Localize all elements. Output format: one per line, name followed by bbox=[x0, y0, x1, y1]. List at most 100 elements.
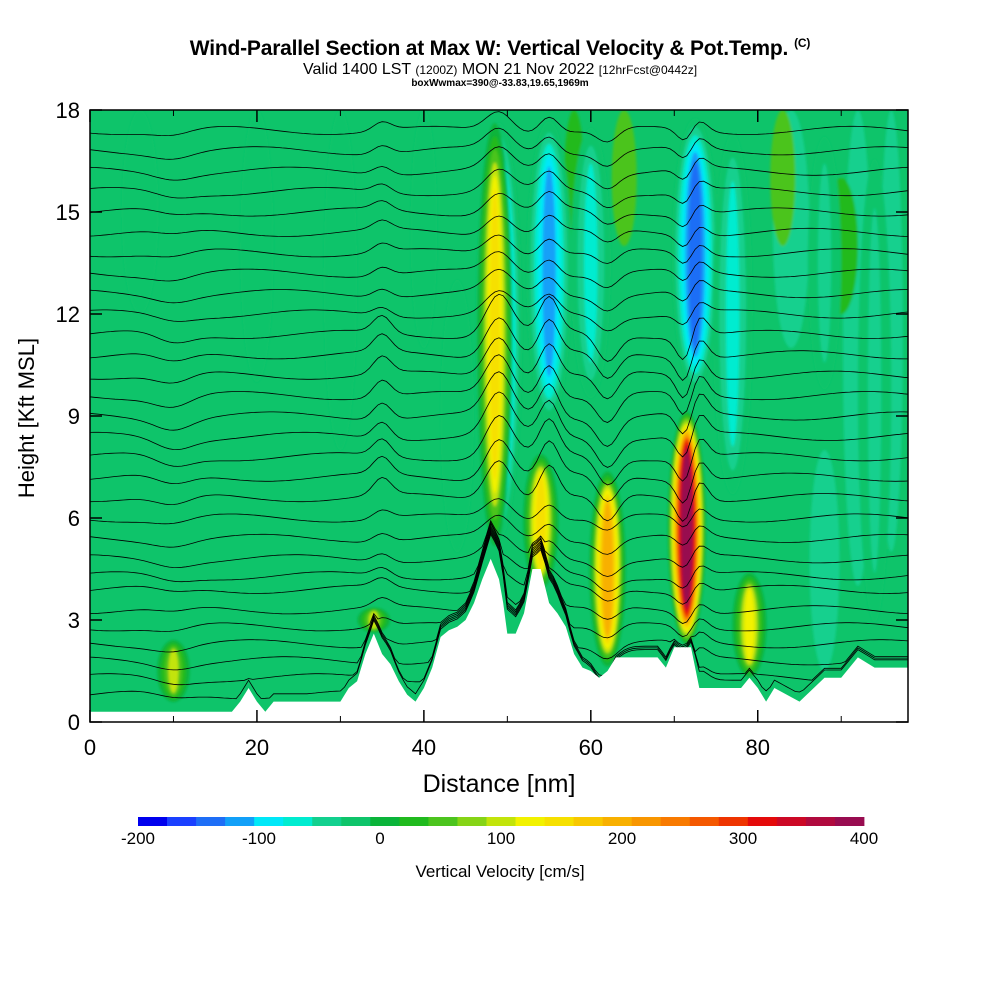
y-axis-label: Height [Kft MSL] bbox=[14, 338, 39, 498]
x-tick-label: 60 bbox=[579, 735, 603, 760]
isentrope-line bbox=[90, 391, 908, 468]
chart-subtitle: Valid 1400 LST (1200Z) MON 21 Nov 2022 [… bbox=[0, 61, 1000, 79]
velocity-patch bbox=[611, 110, 637, 246]
chart-title: Wind-Parallel Section at Max W: Vertical… bbox=[189, 36, 811, 60]
colorbar: -200 -100 0 100 200 300 400 bbox=[121, 817, 878, 848]
box-info: boxWwmax=390@-33.83,19.65,1969m bbox=[411, 78, 589, 89]
terrain bbox=[90, 558, 908, 722]
colorbar-tick-label: -100 bbox=[242, 829, 276, 848]
y-tick-label: 18 bbox=[56, 98, 80, 123]
isentrope-line bbox=[90, 251, 908, 289]
isentrope-line bbox=[90, 460, 908, 522]
downdraft-band bbox=[688, 160, 702, 349]
downdraft-band bbox=[726, 181, 740, 447]
colorbar-swatch bbox=[341, 817, 371, 826]
colorbar-swatch bbox=[515, 817, 545, 826]
y-tick-label: 15 bbox=[56, 200, 80, 225]
valid-prefix: Valid 1400 LST bbox=[302, 61, 411, 78]
y-tick-label: 9 bbox=[68, 404, 80, 429]
isentrope-line bbox=[90, 521, 908, 592]
x-axis-label: Distance [nm] bbox=[423, 770, 576, 798]
colorbar-swatch bbox=[573, 817, 604, 826]
isentrope-line bbox=[90, 498, 908, 531]
colorbar-tick-label: -200 bbox=[121, 829, 155, 848]
colorbar-tick-label: 400 bbox=[850, 829, 878, 848]
colorbar-swatch bbox=[312, 817, 342, 826]
colorbar-swatch bbox=[689, 817, 720, 826]
colorbar-swatch bbox=[399, 817, 429, 826]
isentrope-line bbox=[90, 234, 908, 264]
colorbar-swatch bbox=[486, 817, 516, 826]
velocity-patch bbox=[323, 110, 358, 450]
valid-date: MON 21 Nov 2022 bbox=[461, 61, 595, 78]
isentrope-line bbox=[90, 439, 908, 504]
isentrope-line bbox=[90, 168, 908, 209]
isentrope-line bbox=[90, 146, 908, 190]
colorbar-swatch bbox=[457, 817, 487, 826]
colorbar-swatch bbox=[834, 817, 865, 826]
updraft-band bbox=[602, 502, 613, 636]
colorbar-swatch bbox=[602, 817, 633, 826]
colorbar-swatch bbox=[660, 817, 691, 826]
updraft-band bbox=[681, 450, 692, 606]
y-tick-label: 3 bbox=[68, 608, 80, 633]
downdraft-band bbox=[867, 208, 882, 573]
downdraft-band bbox=[542, 166, 556, 377]
colorbar-swatch bbox=[544, 817, 574, 826]
colorbar-swatch bbox=[805, 817, 836, 826]
updraft-band bbox=[744, 588, 755, 662]
isentrope-line bbox=[90, 317, 908, 381]
velocity-patch bbox=[410, 110, 438, 348]
downdraft-band bbox=[817, 163, 832, 363]
downdraft-band bbox=[584, 163, 598, 363]
colorbar-tick-label: 0 bbox=[375, 829, 384, 848]
colorbar-swatch bbox=[283, 817, 313, 826]
updraft-band bbox=[168, 648, 179, 694]
isentrope-line bbox=[90, 190, 908, 228]
isentrope-line bbox=[90, 371, 908, 447]
updraft-band bbox=[489, 188, 500, 481]
velocity-patch bbox=[770, 110, 796, 246]
colorbar-swatch bbox=[196, 817, 226, 826]
y-tick-label: 12 bbox=[56, 302, 80, 327]
forecast-info: [12hrFcst@0442z] bbox=[598, 63, 698, 77]
x-tick-label: 0 bbox=[84, 735, 96, 760]
y-tick-label: 0 bbox=[68, 710, 80, 735]
copyright-mark: (C) bbox=[794, 36, 811, 50]
isentrope-contours bbox=[90, 111, 908, 700]
colorbar-swatch bbox=[167, 817, 197, 826]
colorbar-tick-label: 200 bbox=[608, 829, 636, 848]
isentrope-line bbox=[90, 519, 908, 577]
colorbar-swatch bbox=[370, 817, 400, 826]
colorbar-swatch bbox=[254, 817, 284, 826]
velocity-patch bbox=[240, 110, 274, 382]
isentrope-line bbox=[90, 293, 908, 362]
isentrope-line bbox=[90, 415, 908, 486]
colorbar-swatch bbox=[428, 817, 458, 826]
isentrope-line bbox=[90, 268, 908, 312]
isentrope-line bbox=[90, 127, 908, 167]
colorbar-swatch bbox=[747, 817, 778, 826]
axes: 0 20 40 60 80 0 3 6 9 12 15 18 bbox=[56, 98, 908, 760]
velocity-patch bbox=[121, 110, 159, 314]
valid-utc: (1200Z) bbox=[415, 63, 458, 77]
x-tick-label: 20 bbox=[245, 735, 269, 760]
colorbar-swatch bbox=[718, 817, 749, 826]
velocity-patch bbox=[809, 450, 840, 671]
isentrope-line bbox=[90, 354, 908, 423]
isentrope-line bbox=[90, 290, 908, 332]
colorbar-tick-label: 100 bbox=[487, 829, 515, 848]
x-tick-label: 40 bbox=[412, 735, 436, 760]
colorbar-swatch bbox=[225, 817, 255, 826]
y-tick-label: 6 bbox=[68, 506, 80, 531]
velocity-patch bbox=[440, 280, 474, 552]
isentrope-line bbox=[90, 337, 908, 400]
colorbar-swatch bbox=[138, 817, 168, 826]
colorbar-swatch bbox=[631, 817, 662, 826]
x-tick-label: 80 bbox=[746, 735, 770, 760]
colorbar-label: Vertical Velocity [cm/s] bbox=[415, 862, 585, 881]
isentrope-line bbox=[90, 111, 908, 143]
colorbar-swatch bbox=[776, 817, 807, 826]
colorbar-tick-label: 300 bbox=[729, 829, 757, 848]
